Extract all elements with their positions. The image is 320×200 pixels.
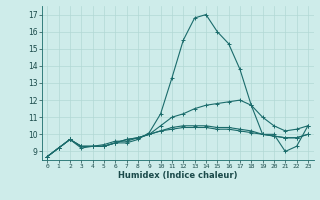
X-axis label: Humidex (Indice chaleur): Humidex (Indice chaleur)	[118, 171, 237, 180]
